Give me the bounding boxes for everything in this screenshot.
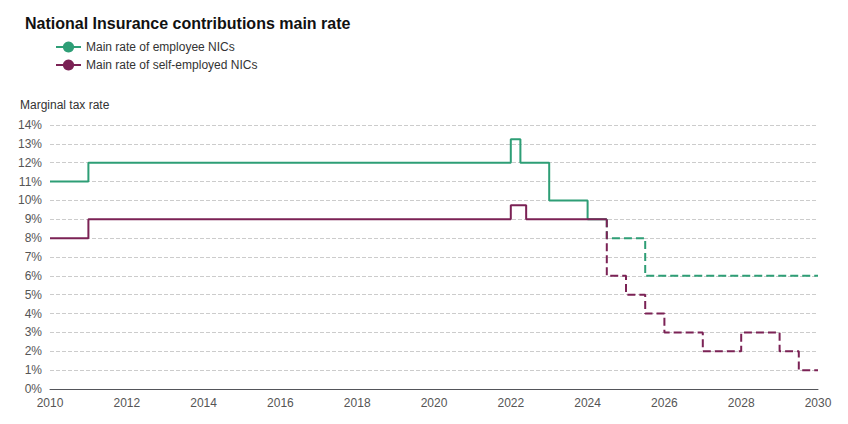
- svg-text:2030: 2030: [805, 396, 832, 410]
- svg-text:2014: 2014: [190, 396, 217, 410]
- svg-text:0%: 0%: [25, 382, 43, 396]
- svg-text:13%: 13%: [18, 137, 42, 151]
- svg-text:14%: 14%: [18, 118, 42, 132]
- svg-text:4%: 4%: [25, 307, 43, 321]
- svg-text:2012: 2012: [113, 396, 140, 410]
- svg-text:9%: 9%: [25, 212, 43, 226]
- svg-text:8%: 8%: [25, 231, 43, 245]
- svg-text:6%: 6%: [25, 269, 43, 283]
- svg-text:2020: 2020: [421, 396, 448, 410]
- svg-text:2028: 2028: [728, 396, 755, 410]
- svg-text:2%: 2%: [25, 344, 43, 358]
- svg-text:Main rate of employee NICs: Main rate of employee NICs: [86, 40, 235, 54]
- svg-text:Main rate of self-employed NIC: Main rate of self-employed NICs: [86, 58, 257, 72]
- svg-text:10%: 10%: [18, 193, 42, 207]
- svg-text:2016: 2016: [267, 396, 294, 410]
- svg-text:2024: 2024: [574, 396, 601, 410]
- svg-text:2022: 2022: [497, 396, 524, 410]
- svg-text:1%: 1%: [25, 363, 43, 377]
- svg-text:7%: 7%: [25, 250, 43, 264]
- svg-text:National Insurance contributio: National Insurance contributions main ra…: [25, 15, 350, 32]
- svg-text:2010: 2010: [37, 396, 64, 410]
- svg-text:2018: 2018: [344, 396, 371, 410]
- svg-text:12%: 12%: [18, 156, 42, 170]
- svg-text:5%: 5%: [25, 288, 43, 302]
- svg-text:Marginal tax rate: Marginal tax rate: [20, 98, 110, 112]
- svg-text:2026: 2026: [651, 396, 678, 410]
- svg-text:3%: 3%: [25, 325, 43, 339]
- svg-text:11%: 11%: [19, 175, 42, 189]
